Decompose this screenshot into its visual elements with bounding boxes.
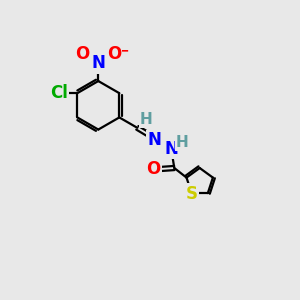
Text: N: N [164,140,178,158]
Text: O: O [146,160,161,178]
Text: H: H [176,135,188,150]
Text: N: N [148,131,162,149]
Text: −: − [118,44,130,58]
Text: Cl: Cl [50,84,68,102]
Text: S: S [186,184,198,202]
Text: N: N [92,54,105,72]
Text: +: + [100,51,110,64]
Text: O: O [75,46,89,64]
Text: O: O [107,46,121,64]
Text: H: H [140,112,152,127]
